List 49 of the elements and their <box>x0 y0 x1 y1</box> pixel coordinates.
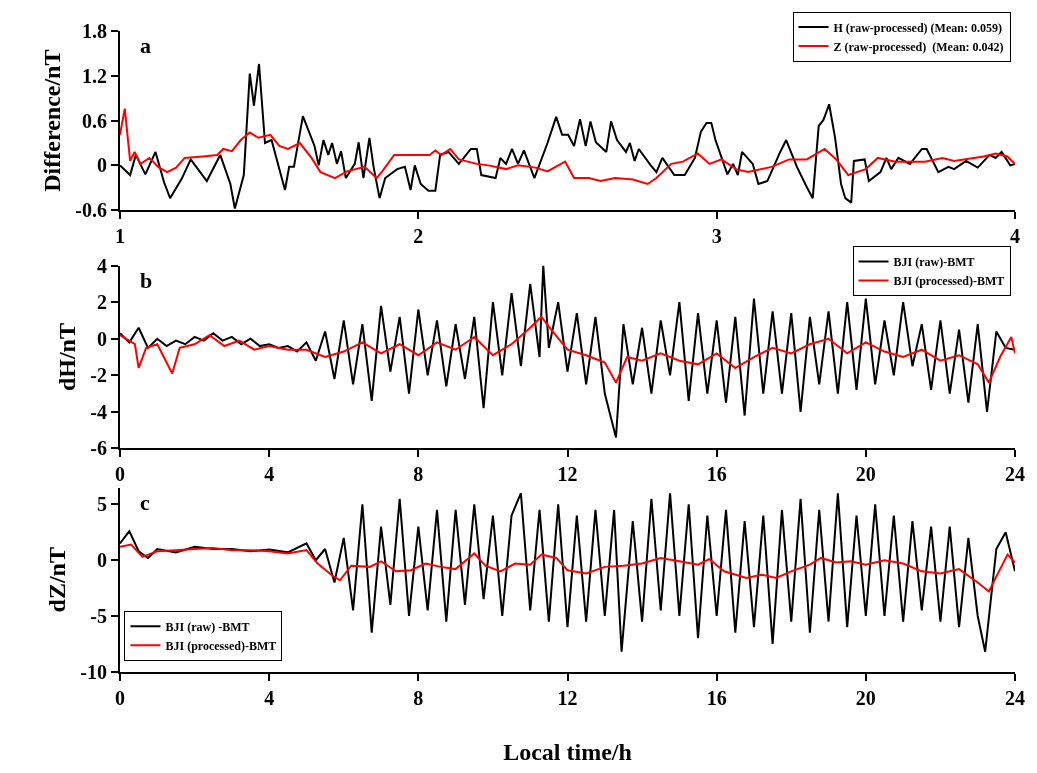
x-tick-label: 1 <box>115 225 125 248</box>
y-tick-label: 0.6 <box>82 109 107 132</box>
x-tick-label: 20 <box>855 463 876 486</box>
legend-label: BJI (raw) -BMT <box>165 619 250 634</box>
chart-title: c <box>140 490 150 515</box>
y-tick-label: -6 <box>90 437 107 460</box>
x-tick-label: 24 <box>1005 463 1025 486</box>
y-tick-label: 5 <box>97 493 107 516</box>
y-tick-label: -10 <box>80 660 107 683</box>
x-tick-label: 3 <box>711 225 722 248</box>
y-tick-label: 1.8 <box>82 20 107 43</box>
x-axis-title: Local time/h <box>503 738 632 765</box>
y-tick-label: -0.6 <box>75 199 107 222</box>
legend-label: H (raw-processed) (Mean: 0.059) <box>833 20 1002 35</box>
y-tick-label: 2 <box>97 291 107 314</box>
x-tick-label: 4 <box>264 686 275 709</box>
legend-label: Z (raw-processed) (Mean: 0.042) <box>833 39 1004 54</box>
x-tick-label: 8 <box>413 686 424 709</box>
legend-label: BJI (raw)-BMT <box>893 255 975 270</box>
x-tick-label: 4 <box>264 463 275 486</box>
chart-title: a <box>140 33 151 58</box>
y-axis-title: dZ/nT <box>43 547 70 613</box>
x-tick-label: 24 <box>1005 686 1025 709</box>
y-tick-label: -5 <box>90 604 107 627</box>
line-series <box>120 315 1015 384</box>
x-tick-label: 16 <box>706 686 727 709</box>
x-tick-label: 12 <box>557 463 578 486</box>
y-tick-label: -2 <box>90 364 107 387</box>
legend-label: BJI (processed)-BMT <box>893 274 1005 289</box>
x-tick-label: 0 <box>115 463 125 486</box>
y-tick-label: 1.2 <box>82 64 107 87</box>
x-tick-label: 0 <box>115 686 125 709</box>
y-tick-label: 4 <box>97 254 107 277</box>
x-tick-label: 2 <box>413 225 424 248</box>
line-series <box>120 107 1015 186</box>
y-axis-title: Difference/nT <box>38 49 65 192</box>
line-series <box>120 543 1015 593</box>
legend-label: BJI (processed)-BMT <box>165 638 277 653</box>
y-axis-title: dH/nT <box>53 323 80 392</box>
y-tick-label: 0 <box>97 154 107 177</box>
x-tick-label: 20 <box>855 686 876 709</box>
chart-title: b <box>140 268 153 293</box>
y-tick-label: -4 <box>90 400 107 423</box>
x-tick-label: 16 <box>706 463 727 486</box>
x-tick-label: 12 <box>557 686 578 709</box>
y-tick-label: 0 <box>97 549 107 572</box>
x-tick-label: 8 <box>413 463 424 486</box>
y-tick-label: 0 <box>97 327 107 350</box>
x-tick-label: 4 <box>1010 225 1020 248</box>
